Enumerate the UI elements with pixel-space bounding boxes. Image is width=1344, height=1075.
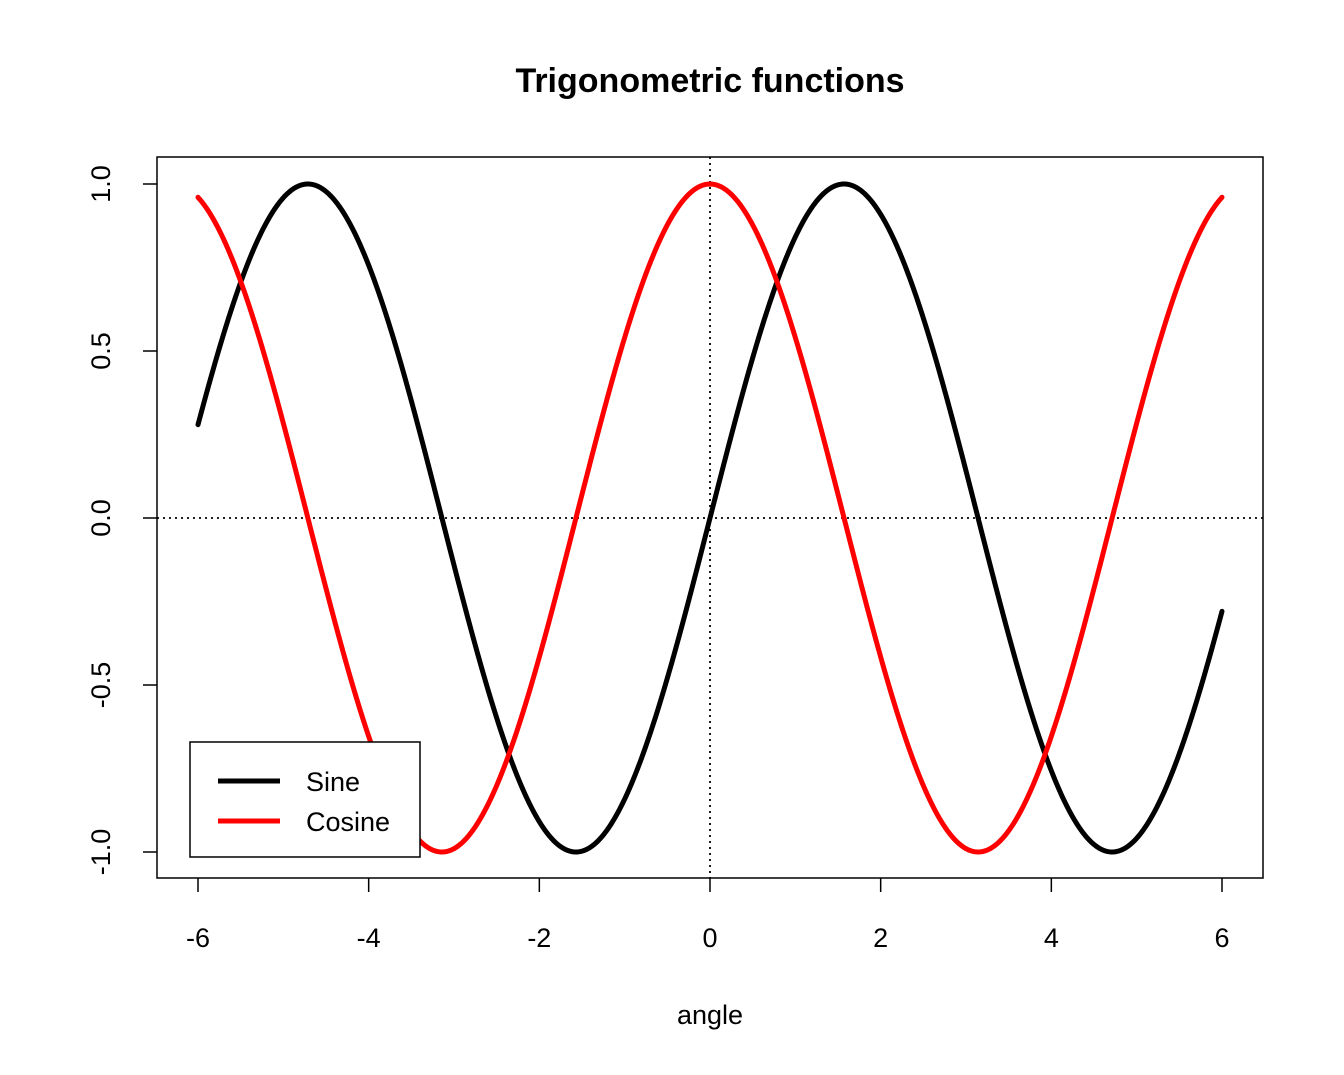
series-line-sine <box>195 181 1225 855</box>
legend-label-sine: Sine <box>306 767 360 797</box>
x-tick-label: 2 <box>873 923 888 953</box>
series-lines <box>195 181 1225 855</box>
chart-title: Trigonometric functions <box>515 62 904 100</box>
x-tick-label: 0 <box>702 923 717 953</box>
legend-box <box>189 741 421 858</box>
y-axis: -1.0 -0.5 0.0 0.5 1.0 <box>86 165 157 875</box>
legend: Sine Cosine <box>189 741 421 858</box>
y-tick-label: 0.0 <box>86 499 116 537</box>
x-tick-label: 6 <box>1214 923 1229 953</box>
y-tick-label: 0.5 <box>86 332 116 370</box>
legend-label-cosine: Cosine <box>306 807 390 837</box>
x-tick-label: 4 <box>1044 923 1059 953</box>
x-tick-label: -2 <box>527 923 551 953</box>
series-line-cosine <box>195 181 1225 855</box>
y-tick-label: -0.5 <box>86 662 116 709</box>
y-tick-label: 1.0 <box>86 165 116 203</box>
x-axis: -6 -4 -2 0 2 4 6 <box>186 878 1230 953</box>
x-tick-label: -6 <box>186 923 210 953</box>
x-tick-label: -4 <box>357 923 381 953</box>
x-axis-label: angle <box>677 1000 743 1030</box>
y-tick-label: -1.0 <box>86 829 116 876</box>
